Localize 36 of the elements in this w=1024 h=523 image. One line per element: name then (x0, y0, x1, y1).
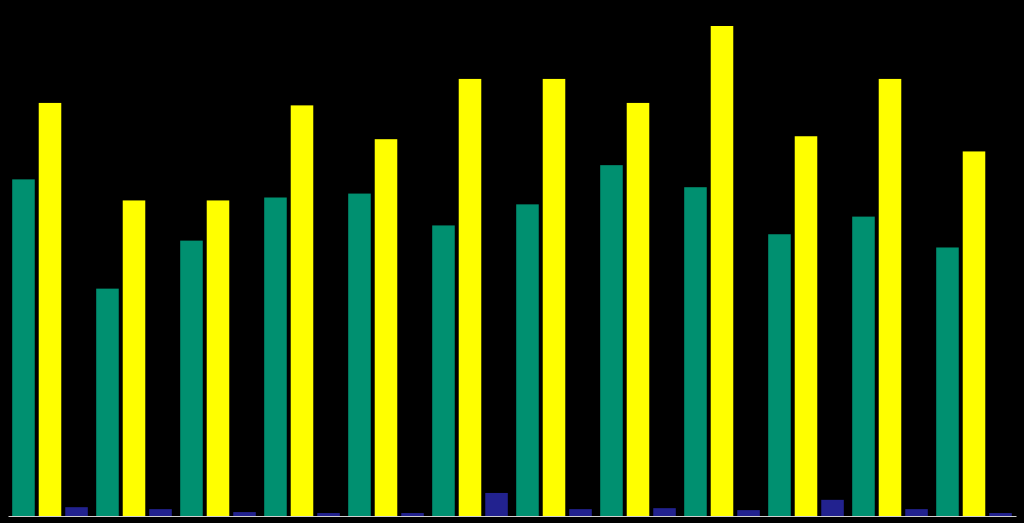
bar (12, 179, 35, 516)
bar (432, 225, 455, 516)
bar (180, 240, 203, 516)
bar (821, 499, 844, 516)
bar (348, 193, 371, 516)
bar (458, 78, 482, 516)
bar (485, 492, 508, 516)
bar (38, 102, 62, 516)
bar (374, 139, 398, 516)
bar (96, 288, 119, 516)
bar (317, 513, 340, 516)
bar (122, 200, 146, 516)
bar (878, 78, 902, 516)
bar (852, 216, 875, 516)
bar (936, 247, 959, 516)
bar (569, 509, 592, 516)
bar (962, 151, 986, 516)
bar (710, 26, 734, 516)
bar (794, 136, 818, 516)
bar (264, 197, 287, 516)
bar (684, 187, 707, 516)
bar (542, 78, 566, 516)
bar (516, 204, 539, 516)
bar (65, 507, 88, 516)
bar (290, 105, 314, 516)
bar (626, 102, 650, 516)
bar (905, 509, 928, 516)
bar (401, 513, 424, 516)
bar (768, 234, 791, 516)
bar (653, 508, 676, 516)
bar (737, 510, 760, 516)
bar (600, 165, 623, 516)
bar (149, 509, 172, 516)
bar (989, 513, 1012, 516)
bar (233, 512, 256, 516)
bar (206, 200, 230, 516)
